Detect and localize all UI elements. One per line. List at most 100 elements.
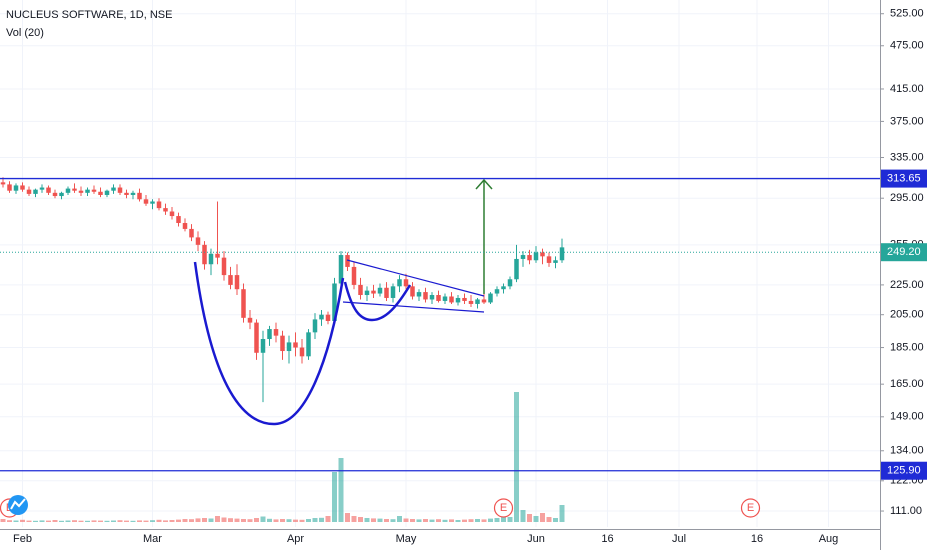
volume-bar [442,519,448,522]
candle-body [124,192,129,195]
candle-body [143,199,149,204]
volume-bar [221,517,227,522]
volume-bar [124,520,129,522]
y-tick-label: 225.00 [890,279,924,291]
candle-body [306,332,311,357]
candle-body [416,292,422,297]
volume-bar [72,520,77,522]
candle-body [0,182,6,185]
volume-bar [416,519,422,522]
handle-curve [343,281,412,322]
candle-body [475,299,480,304]
volume-bar [462,519,467,522]
candle-body [390,286,396,298]
volume-bar [280,519,285,522]
candle-body [163,208,168,212]
candle-body [169,211,175,217]
logo [8,495,28,515]
candle-body [260,339,266,353]
price-label-box [881,461,927,480]
candle-body [254,322,259,353]
volume-bar [449,519,454,522]
volume-bar [169,520,175,522]
volume-bar [20,519,25,522]
volume-bar [7,520,12,522]
candle-body [462,297,467,301]
volume-bar [475,519,480,522]
volume-bar [540,513,545,522]
volume-bar [117,520,123,522]
volume-bar [143,520,149,522]
volume-bar [299,519,305,522]
candle-body [241,289,246,318]
candle-body [345,255,350,267]
volume-bar [332,472,337,522]
volume-bar [488,518,493,522]
y-tick-label: 205.00 [890,309,924,321]
candle-body [104,190,110,195]
candle-body [364,290,370,296]
candle-body [33,189,38,194]
volume-bar [325,516,331,522]
volume-bar [65,520,71,522]
candle-body [319,314,324,320]
volume-bar [150,520,155,522]
candle-body [52,192,58,197]
volume-bar [182,519,188,522]
candle-body [481,299,487,303]
candle-body [442,296,448,301]
candle-body [527,255,532,261]
volume-bar [91,520,97,522]
volume-bar [0,519,6,522]
grid [0,0,880,527]
y-tick-label: 149.00 [890,411,924,423]
volume-bar [130,520,136,522]
volume-bar [384,519,389,522]
candle-body [78,190,84,193]
volume-bar [527,514,532,522]
candle-body [312,319,318,333]
last-price-label: 249.20 [887,246,921,258]
candle-body [403,279,409,287]
logo-mark [10,498,26,510]
volume-bar [559,505,565,522]
volume-bar [137,520,142,522]
candle-body [449,296,454,303]
volume-bar [455,520,461,522]
volume-bar [98,520,103,522]
volume-bar [429,519,435,522]
volume-bar [241,519,246,522]
y-tick-label: 185.00 [890,341,924,353]
candle-body [182,223,188,229]
candle-body [247,317,253,323]
candle-body [176,216,181,224]
volume-bar [195,518,201,522]
volume-bar [553,518,558,522]
volume-bar [176,519,181,522]
volume-bar [338,458,344,522]
volume-bar [436,519,441,522]
candle-body [85,189,90,193]
candle-body [221,257,227,276]
candle-body [195,237,201,245]
candle-body [46,187,51,193]
volume-bar [364,518,370,522]
candle-body [137,192,142,200]
candle-body [98,191,103,195]
candle-body [65,188,71,193]
candle-body [228,275,233,285]
price-label: 125.90 [887,465,921,477]
drawings [193,178,493,426]
volume-bar [52,520,58,522]
y-tick-label: 375.00 [890,115,924,127]
volume-bar [13,520,19,522]
candle-body [111,187,116,191]
candle-body [384,287,389,298]
volume-bar [293,519,298,522]
volume-bar [312,518,318,522]
earnings-marker [493,498,514,518]
volume-bar [78,520,84,522]
volume-bar [533,516,539,522]
candle-body [377,287,383,294]
